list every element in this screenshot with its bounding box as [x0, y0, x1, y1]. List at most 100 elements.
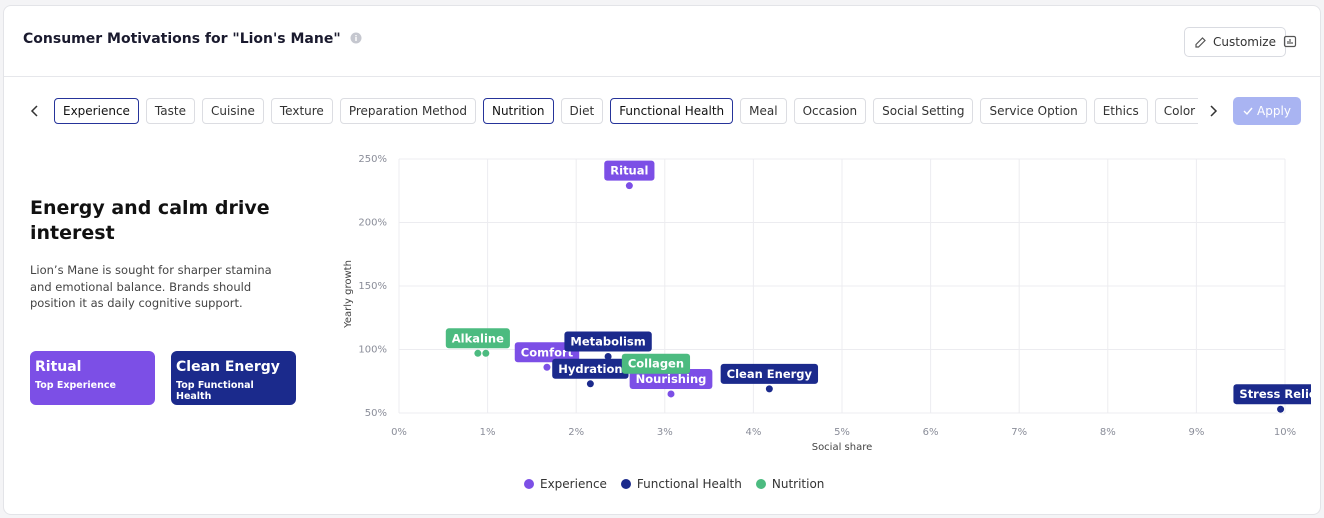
apply-button[interactable]: Apply: [1233, 97, 1301, 125]
title: Consumer Motivations for "Lion's Mane": [23, 31, 362, 47]
data-point: [543, 363, 551, 371]
kpi-value: Ritual: [35, 359, 82, 375]
legend-swatch: [755, 479, 766, 489]
point-label-text: Alkaline: [452, 331, 504, 345]
kpi-value: Clean Energy: [176, 359, 280, 375]
filter-tab[interactable]: Cuisine: [201, 98, 264, 124]
legend-item[interactable]: Nutrition: [755, 477, 825, 491]
point-label: Stress Relief: [1233, 384, 1311, 405]
check-icon: [1243, 107, 1253, 116]
x-tick-label: 4%: [745, 427, 761, 438]
x-tick-label: 9%: [1188, 427, 1204, 438]
x-tick-label: 0%: [391, 427, 407, 438]
legend-label: Nutrition: [771, 477, 825, 491]
data-point: [667, 390, 675, 398]
point-label-box: [621, 353, 691, 374]
export-icon[interactable]: [1283, 34, 1297, 48]
filter-tab[interactable]: Color: [1154, 98, 1198, 124]
filter-tab[interactable]: Taste: [145, 98, 195, 124]
legend-item[interactable]: Functional Health: [620, 477, 742, 491]
point-label: Comfort: [514, 342, 580, 363]
point-label-text: Stress Relief: [1239, 387, 1311, 401]
x-tick-label: 8%: [1100, 427, 1116, 438]
point-label-box: [604, 160, 655, 181]
data-point: [625, 182, 633, 190]
y-tick-label: 100%: [358, 345, 387, 356]
point-label: Alkaline: [445, 328, 510, 349]
point-label: Ritual: [604, 160, 655, 181]
header: Consumer Motivations for "Lion's Mane" C…: [4, 6, 1320, 77]
scroll-left[interactable]: [29, 104, 41, 118]
insight-text: Lion’s Mane is sought for sharper stamin…: [30, 263, 272, 310]
data-point: [604, 352, 612, 360]
legend-label: Functional Health: [636, 477, 742, 491]
x-tick-label: 1%: [480, 427, 496, 438]
data-point: [765, 385, 773, 393]
y-axis-title: Yearly growth: [343, 260, 354, 329]
data-point: [474, 349, 482, 357]
kpi-caption: Top Functional Health: [176, 380, 254, 402]
legend: Experience Functional Health Nutrition: [524, 477, 824, 491]
x-tick-label: 3%: [657, 427, 673, 438]
legend-label: Experience: [540, 477, 607, 491]
filter-tab[interactable]: Experience: [54, 98, 139, 124]
customize-label: Customize: [1213, 35, 1276, 49]
x-tick-label: 7%: [1011, 427, 1027, 438]
insight-heading: Energy and calm drive interest: [30, 197, 270, 244]
point-label-text: Collagen: [628, 357, 684, 371]
legend-swatch: [620, 479, 631, 489]
point-label: Clean Energy: [720, 363, 819, 384]
panel: Consumer Motivations for "Lion's Mane" C…: [3, 5, 1321, 515]
point-label: Nourishing: [629, 368, 713, 389]
y-tick-label: 250%: [358, 154, 387, 165]
point-label-text: Nourishing: [636, 372, 707, 386]
point-label-box: [1233, 384, 1311, 405]
y-tick-label: 200%: [358, 218, 387, 229]
scatter-chart: 0% 1% 2% 3% 4% 5% 6% 7% 8% 9% 10% 50% 100% 150% 200% 25…: [343, 154, 1311, 453]
point-label: Hydration: [552, 358, 629, 379]
filter-tab[interactable]: Ethics: [1093, 98, 1148, 124]
x-tick-label: 2%: [568, 427, 584, 438]
info-icon[interactable]: [350, 32, 362, 44]
y-tick-label: 50%: [365, 408, 387, 419]
scroll-right[interactable]: [1207, 104, 1219, 118]
filter-tab[interactable]: Diet: [560, 98, 604, 124]
x-tick-label: 6%: [923, 427, 939, 438]
kpi-card: Clean Energy Top Functional Health: [171, 351, 296, 405]
point-label-text: Clean Energy: [727, 367, 813, 381]
edit-icon: [1195, 36, 1206, 48]
x-axis-title: Social share: [812, 442, 873, 453]
title-text: Consumer Motivations for "Lion's Mane": [23, 31, 341, 47]
point-label-box: [445, 328, 510, 349]
filter-tab[interactable]: Meal: [740, 98, 787, 124]
kpi-caption: Top Experience: [35, 380, 116, 391]
filter-tab[interactable]: Preparation Method: [339, 98, 476, 124]
point-label-text: Hydration: [558, 362, 622, 376]
point-label-box: [720, 363, 819, 384]
point-label-text: Comfort: [521, 345, 574, 359]
filter-tab[interactable]: Nutrition: [482, 98, 554, 124]
kpi-card: Ritual Top Experience: [30, 351, 155, 405]
data-point: [482, 349, 490, 357]
data-point: [1277, 405, 1285, 413]
filter-tab[interactable]: Service Option: [980, 98, 1087, 124]
filter-tab[interactable]: Texture: [270, 98, 333, 124]
filter-tab[interactable]: Functional Health: [610, 98, 734, 124]
x-tick-label: 10%: [1274, 427, 1296, 438]
x-tick-label: 5%: [834, 427, 850, 438]
apply-label: Apply: [1257, 104, 1291, 118]
filter-tab[interactable]: Occasion: [793, 98, 867, 124]
filter-tab[interactable]: Social Setting: [873, 98, 974, 124]
legend-item[interactable]: Experience: [524, 477, 607, 491]
point-label: Metabolism: [564, 331, 652, 352]
legend-swatch: [524, 479, 534, 489]
customize-button[interactable]: Customize: [1184, 27, 1286, 57]
y-tick-label: 150%: [358, 281, 387, 292]
point-label-box: [564, 331, 652, 352]
point-label-box: [629, 368, 713, 389]
point-label-box: [552, 358, 629, 379]
point-label: Collagen: [621, 353, 691, 374]
point-label-text: Metabolism: [570, 334, 645, 348]
point-label-box: [514, 342, 580, 363]
